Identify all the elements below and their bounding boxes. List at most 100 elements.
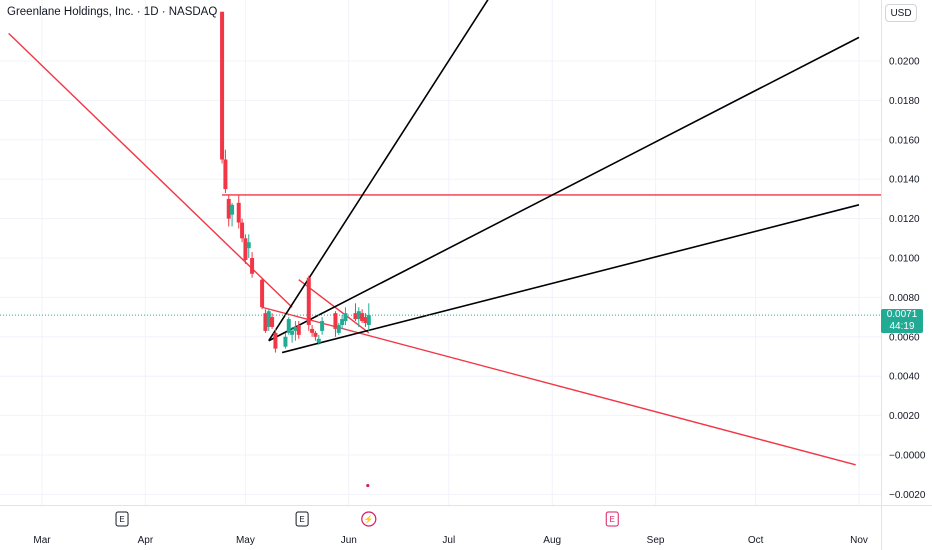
candlesticks <box>220 11 371 353</box>
candle-body <box>250 258 255 274</box>
red-trend-line <box>261 306 856 466</box>
split-label: ⚡ <box>364 514 374 524</box>
candle <box>263 309 268 333</box>
price-tick-label: −0.0020 <box>889 490 926 501</box>
time-tick-label: Nov <box>850 535 868 546</box>
candle <box>226 194 231 227</box>
earnings-event-marker[interactable]: E <box>295 511 309 527</box>
candle <box>283 332 288 349</box>
split-icon <box>361 511 377 527</box>
black-fan-line <box>268 36 860 342</box>
time-tick-label: Apr <box>138 535 154 546</box>
candle-body <box>320 321 325 331</box>
candle-body <box>316 338 321 343</box>
earnings-event-marker[interactable]: E <box>605 511 619 527</box>
price-tick-label: 0.0080 <box>889 293 920 304</box>
candle-body <box>313 332 318 337</box>
price-tick-label: 0.0020 <box>889 411 920 422</box>
candle-body <box>226 198 231 219</box>
candle <box>250 252 255 278</box>
candle <box>246 234 251 258</box>
last-price-value: 0.0071 <box>886 309 918 320</box>
candle-body <box>223 159 228 190</box>
candle <box>336 323 341 335</box>
price-tick-label: 0.0180 <box>889 96 920 107</box>
last-price-tag: 0.0071 44:19 <box>881 309 923 333</box>
earnings-label: E <box>119 515 124 524</box>
candle-body <box>270 317 275 327</box>
candle-body <box>306 277 311 325</box>
candle-body <box>236 202 241 223</box>
candle-body <box>273 332 278 349</box>
time-tick-label: Jul <box>442 535 455 546</box>
candle <box>340 315 345 329</box>
price-tick-label: 0.0160 <box>889 135 920 146</box>
candle <box>366 303 371 331</box>
earnings-label: E <box>610 515 615 524</box>
price-tick-label: 0.0140 <box>889 175 920 186</box>
candle-body <box>363 317 368 324</box>
time-tick-label: Mar <box>33 535 51 546</box>
candle-body <box>243 238 248 260</box>
price-tick-label: 0.0040 <box>889 372 920 383</box>
candle-body <box>360 313 365 322</box>
candle <box>333 311 338 337</box>
candle <box>296 321 301 339</box>
candle-body <box>366 315 371 325</box>
candle-body <box>263 313 268 331</box>
candle <box>343 307 348 325</box>
candle <box>360 309 365 324</box>
candle-body <box>333 313 338 329</box>
candle <box>310 324 315 337</box>
event-markers: E E ⚡ E <box>115 483 619 527</box>
price-tick-label: 0.0100 <box>889 254 920 265</box>
candle <box>353 303 358 322</box>
candle-body <box>310 328 315 333</box>
black-fan-line <box>281 204 860 354</box>
split-event-marker[interactable]: ⚡ <box>361 511 377 527</box>
candle <box>220 11 225 164</box>
time-tick-label: Jun <box>341 535 357 546</box>
candle <box>320 317 325 335</box>
currency-button[interactable]: USD <box>885 4 917 22</box>
candle-body <box>246 242 251 249</box>
candle <box>236 194 241 229</box>
candle <box>273 328 278 353</box>
candle <box>240 218 245 243</box>
time-tick-label: Oct <box>748 535 764 546</box>
candle <box>266 309 271 331</box>
candle <box>306 275 311 331</box>
candle-body <box>336 324 341 333</box>
candle <box>356 307 361 327</box>
candle-body <box>293 326 298 331</box>
price-axis: 0.0200 0.0180 0.0160 0.0140 0.0120 0.0100 0.00… <box>889 57 926 501</box>
bar-countdown: 44:19 <box>889 321 915 332</box>
earnings-event-marker[interactable]: E <box>115 511 129 527</box>
price-tick-label: 0.0120 <box>889 214 920 225</box>
candle-body <box>340 319 345 325</box>
candle-body <box>353 313 358 320</box>
candle <box>286 317 291 335</box>
candle-body <box>286 319 291 333</box>
price-tick-label: 0.0200 <box>889 57 920 68</box>
time-tick-label: Aug <box>543 535 561 546</box>
candle <box>313 330 318 341</box>
candle-body <box>220 11 225 160</box>
candle <box>363 313 368 327</box>
candle-body <box>343 313 348 322</box>
candle <box>243 234 248 264</box>
red-trend-line <box>8 32 293 308</box>
time-axis: Mar Apr May Jun Jul Aug Sep Oct Nov <box>33 535 868 546</box>
earnings-icon <box>605 511 619 527</box>
chart-title: Greenlane Holdings, Inc. · 1D · NASDAQ <box>7 6 218 18</box>
candle <box>290 326 295 343</box>
candle-body <box>230 204 235 215</box>
candle <box>223 149 228 193</box>
earnings-icon <box>295 511 309 527</box>
candle-body <box>283 336 288 347</box>
candle <box>230 202 235 227</box>
candle <box>260 277 265 310</box>
trend-drawings <box>0 0 881 466</box>
